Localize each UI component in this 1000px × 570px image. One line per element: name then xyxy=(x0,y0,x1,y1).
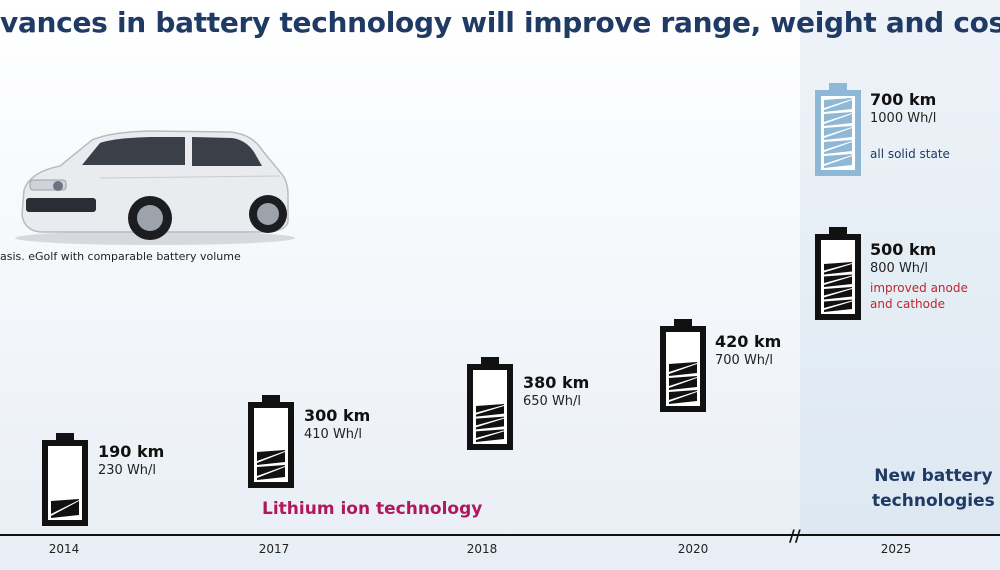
range-label: 420 km xyxy=(715,332,782,351)
technology-note: improved anode and cathode xyxy=(870,281,968,311)
density-label: 700 Wh/l xyxy=(715,353,774,368)
density-label: 230 Wh/l xyxy=(98,463,157,478)
x-tick-label: 2025 xyxy=(880,542,912,556)
range-label: 190 km xyxy=(98,442,165,461)
axis-break-icon: // xyxy=(789,526,801,545)
new-technologies-line2: technologies xyxy=(872,491,995,511)
battery-cap xyxy=(56,433,74,441)
new-technologies-label: New battery technologies xyxy=(872,464,995,514)
battery-cap xyxy=(829,83,847,91)
battery-mark xyxy=(248,395,294,488)
data-label: 500 km 800 Wh/l improved anode and cathode xyxy=(870,240,988,312)
battery-fill xyxy=(51,499,79,518)
battery-mark xyxy=(815,227,861,320)
data-label: 380 km 650 Wh/l xyxy=(523,373,589,411)
range-label: 380 km xyxy=(523,373,590,392)
range-label: 500 km xyxy=(870,240,937,259)
data-label: 420 km 700 Wh/l xyxy=(715,332,781,370)
x-tick-label: 2018 xyxy=(466,542,498,556)
battery-cap xyxy=(674,319,692,327)
density-label: 410 Wh/l xyxy=(304,427,363,442)
x-axis-line xyxy=(0,534,1000,536)
data-label: 190 km 230 Wh/l xyxy=(98,442,164,480)
technology-note: all solid state xyxy=(870,147,950,161)
density-label: 800 Wh/l xyxy=(870,261,929,276)
battery-mark xyxy=(467,357,513,450)
battery-fill xyxy=(824,98,852,168)
x-tick-label: 2017 xyxy=(258,542,290,556)
x-tick-label: 2020 xyxy=(677,542,709,556)
data-label: 700 km 1000 Wh/l all solid state xyxy=(870,90,950,162)
battery-cap xyxy=(262,395,280,403)
page-title: vances in battery technology will improv… xyxy=(0,6,1000,39)
range-label: 300 km xyxy=(304,406,371,425)
battery-cap xyxy=(481,357,499,365)
battery-mark xyxy=(815,83,861,176)
battery-mark xyxy=(42,433,88,526)
lithium-ion-label: Lithium ion technology xyxy=(262,499,483,519)
battery-fill xyxy=(476,404,504,442)
car-image xyxy=(15,130,295,245)
battery-fill xyxy=(669,362,697,404)
range-label: 700 km xyxy=(870,90,937,109)
battery-fill xyxy=(257,450,285,480)
battery-cap xyxy=(829,227,847,235)
density-label: 650 Wh/l xyxy=(523,394,582,409)
car-caption: asis. eGolf with comparable battery volu… xyxy=(0,250,241,263)
battery-mark xyxy=(660,319,706,412)
density-label: 1000 Wh/l xyxy=(870,111,937,126)
new-technologies-line1: New battery xyxy=(874,466,993,486)
battery-fill xyxy=(824,262,852,312)
x-tick-label: 2014 xyxy=(48,542,80,556)
data-label: 300 km 410 Wh/l xyxy=(304,406,370,444)
